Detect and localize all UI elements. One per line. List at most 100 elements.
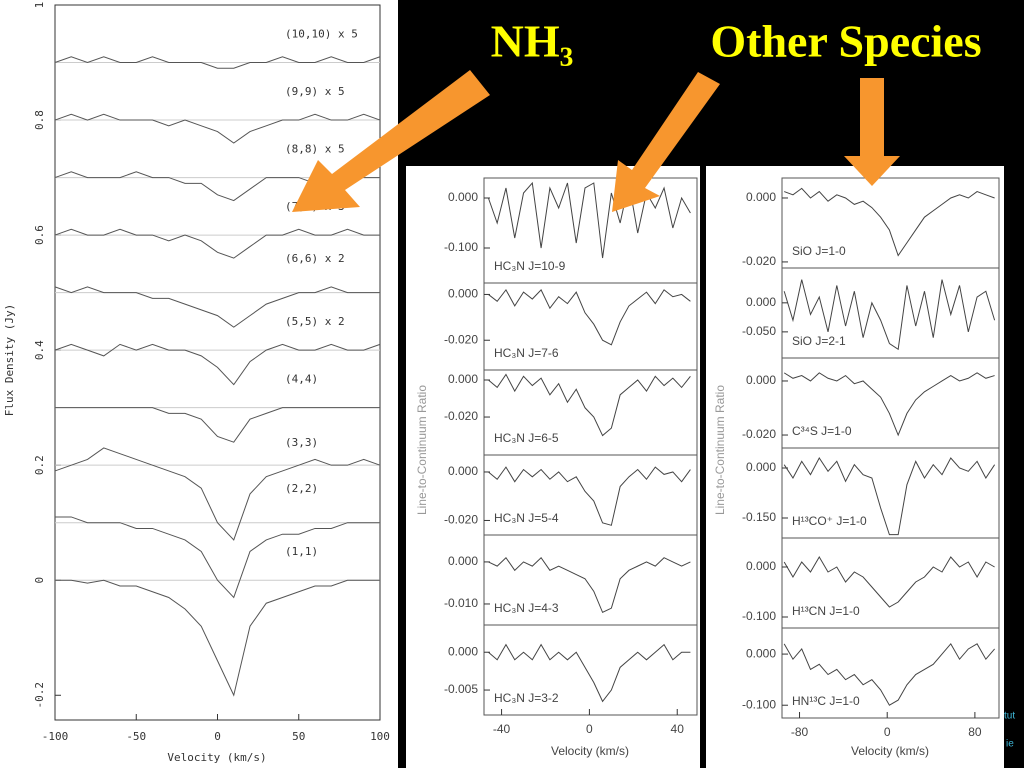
panel-label: HC₃N J=3-2 (494, 691, 559, 705)
y-tick-label: -0.005 (444, 682, 478, 696)
y-tick-label: -0.020 (444, 409, 478, 423)
y-tick-label: 0.6 (33, 225, 46, 245)
y-tick-label: 0.000 (746, 646, 776, 660)
y-tick-label: -0.050 (742, 324, 776, 338)
y-tick-label: 0.4 (33, 340, 46, 360)
chart: 0.000 -0.020 SiO J=1-0 0.000 -0.050 SiO J=2-1… (713, 177, 1000, 758)
panel-label: HC₃N J=7-6 (494, 346, 559, 360)
y-axis-label: Flux Density (Jy) (3, 304, 16, 417)
x-tick-label: -40 (493, 722, 511, 736)
spectrum (54, 56, 381, 69)
logo-fragment: tut (1004, 711, 1015, 722)
spectrum (54, 113, 381, 144)
chart: 0.000 -0.100 HC₃N J=10-9 0.000 -0.020 HC₃N J=… (415, 177, 698, 758)
panel-label: SiO J=2-1 (792, 334, 846, 348)
y-tick-label: 0.000 (448, 554, 478, 568)
y-tick-label: -0.020 (742, 427, 776, 441)
series-label: (6,6) x 2 (285, 252, 345, 265)
x-tick-label: 80 (968, 725, 982, 739)
spectrum (488, 643, 691, 703)
y-tick-label: 0.000 (448, 644, 478, 658)
y-tick-label: -0.100 (742, 609, 776, 623)
y-tick-label: -0.150 (742, 510, 776, 524)
series-label: (3,3) (285, 436, 318, 449)
panel-frame (483, 624, 698, 716)
spectrum (783, 457, 996, 536)
y-tick-label: 0.8 (33, 110, 46, 130)
spectrum (55, 579, 380, 697)
spectrum (488, 556, 691, 614)
series-label: (4,4) (285, 373, 318, 386)
series-label: (1,1) (285, 545, 318, 558)
spectrum (783, 279, 996, 351)
y-tick-label: 0 (33, 577, 46, 584)
y-tick-label: 0.000 (448, 190, 478, 204)
series-label: (5,5) x 2 (285, 315, 345, 328)
heading-other: Other Species (710, 16, 981, 67)
x-tick-label: 0 (884, 725, 891, 739)
spectrum (783, 556, 995, 608)
spectrum (488, 288, 691, 346)
x-axis-label: Velocity (km/s) (851, 744, 929, 758)
spectrum (783, 372, 995, 437)
x-tick-label: 0 (586, 722, 593, 736)
series-label: (2,2) (285, 482, 318, 495)
middle-panel-bg (406, 166, 700, 768)
x-tick-label: 40 (671, 722, 685, 736)
y-tick-label: 1 (33, 2, 46, 9)
x-tick-label: -80 (791, 725, 809, 739)
y-tick-label: 0.000 (448, 464, 478, 478)
y-tick-label: 0.000 (448, 372, 478, 386)
y-tick-label: 0.000 (746, 295, 776, 309)
x-tick-label: -50 (126, 730, 146, 743)
spectrum (783, 642, 995, 706)
series-label: (8,8) x 5 (285, 143, 345, 156)
panel-label: HC₃N J=4-3 (494, 601, 559, 615)
y-tick-label: -0.100 (742, 697, 776, 711)
right-panel-bg (706, 166, 1004, 768)
panel-label: HC₃N J=10-9 (494, 259, 566, 273)
logo-fragment: ie (1006, 739, 1014, 750)
heading-nh3: NH₃ (491, 16, 574, 67)
y-axis-label: Line-to-Continuum Ratio (415, 385, 429, 515)
spectrum (487, 181, 691, 259)
chart: -100 -50 0 50 100 -0.2 0 0.2 0.4 0.6 0.8 1 (10,10) x… (3, 2, 390, 764)
panel-label: HN¹³C J=1-0 (792, 694, 860, 708)
plots: -100 -50 0 50 100 -0.2 0 0.2 0.4 0.6 0.8 1 (10,10) x… (3, 2, 1000, 764)
y-tick-label: -0.020 (444, 332, 478, 346)
spectrum (54, 228, 380, 259)
y-tick-label: -0.020 (444, 513, 478, 527)
x-tick-label: 100 (370, 730, 390, 743)
panel-label: H¹³CO⁺ J=1-0 (792, 514, 867, 528)
y-tick-label: -0.020 (742, 254, 776, 268)
y-tick-label: 0.000 (746, 460, 776, 474)
y-tick-label: 0.000 (448, 287, 478, 301)
arrow-right (844, 78, 900, 186)
y-tick-label: -0.010 (444, 596, 478, 610)
spectrum (54, 286, 380, 328)
panel-label: HC₃N J=6-5 (494, 431, 559, 445)
x-axis-label: Velocity (km/s) (167, 751, 266, 764)
y-tick-label: -0.2 (33, 682, 46, 709)
panel-frame (781, 627, 1000, 719)
arrows (292, 70, 900, 212)
spectrum (55, 407, 380, 443)
arrow-nh3 (292, 70, 490, 212)
panel-label: C³⁴S J=1-0 (792, 424, 852, 438)
y-tick-label: -0.100 (444, 240, 478, 254)
panel-label: H¹³CN J=1-0 (792, 604, 860, 618)
spectrum (488, 466, 691, 526)
x-axis-label: Velocity (km/s) (551, 744, 629, 758)
left-panel-bg (0, 0, 398, 768)
series-label: (9,9) x 5 (285, 85, 345, 98)
y-tick-label: 0.000 (746, 190, 776, 204)
x-tick-label: -100 (42, 730, 69, 743)
spectrum (54, 343, 381, 386)
spectrum (784, 187, 995, 257)
series-label: (10,10) x 5 (285, 28, 358, 41)
y-tick-label: 0.2 (33, 455, 46, 475)
spectrum (488, 373, 691, 437)
y-tick-label: 0.000 (746, 559, 776, 573)
spectrum (54, 447, 381, 541)
